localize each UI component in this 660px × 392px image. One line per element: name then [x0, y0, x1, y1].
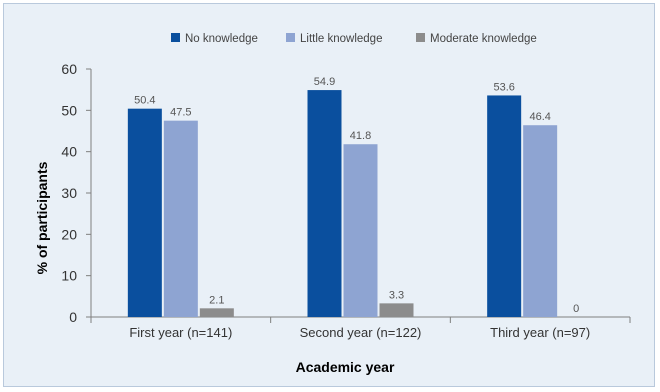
y-tick-label: 20: [61, 226, 77, 242]
y-tick-label: 0: [69, 309, 77, 325]
data-label: 47.5: [170, 107, 191, 119]
y-tick-label: 40: [61, 144, 77, 160]
legend-label: Little knowledge: [300, 33, 382, 45]
x-tick-label: Third year (n=97): [490, 325, 590, 340]
bar: [343, 144, 378, 317]
data-label: 53.6: [493, 81, 514, 93]
bar: [487, 95, 522, 317]
data-label: 46.4: [529, 111, 550, 123]
legend-swatch: [286, 33, 295, 42]
legend-swatch: [171, 33, 180, 42]
legend-label: Moderate knowledge: [430, 33, 537, 45]
legend-label: No knowledge: [185, 33, 258, 45]
data-label: 41.8: [350, 130, 371, 142]
data-label: 3.3: [389, 289, 404, 301]
bar: [163, 120, 198, 318]
bar: [199, 308, 234, 317]
y-tick-label: 30: [61, 185, 77, 201]
legend-swatch: [416, 33, 425, 42]
y-tick-label: 50: [61, 102, 77, 118]
bars: 50.4 47.5 2.1 54.9 41.8 3.3 53.6 46.4 0: [127, 76, 579, 318]
bar: [127, 108, 162, 318]
y-axis-label: % of participants: [34, 161, 50, 274]
x-axis-label: Academic year: [296, 359, 395, 375]
bar: [307, 90, 342, 317]
data-label: 50.4: [134, 95, 155, 107]
data-label: 54.9: [314, 76, 335, 88]
bar: [523, 125, 558, 317]
y-tick-label: 60: [61, 61, 77, 77]
x-tick-label: Second year (n=122): [300, 325, 422, 340]
legend: No knowledge Little knowledge Moderate kno…: [171, 33, 537, 45]
x-tick-label: First year (n=141): [129, 325, 232, 340]
bar: [379, 303, 414, 317]
data-label: 0: [573, 303, 579, 315]
y-tick-label: 10: [61, 268, 77, 284]
data-label: 2.1: [209, 294, 224, 306]
